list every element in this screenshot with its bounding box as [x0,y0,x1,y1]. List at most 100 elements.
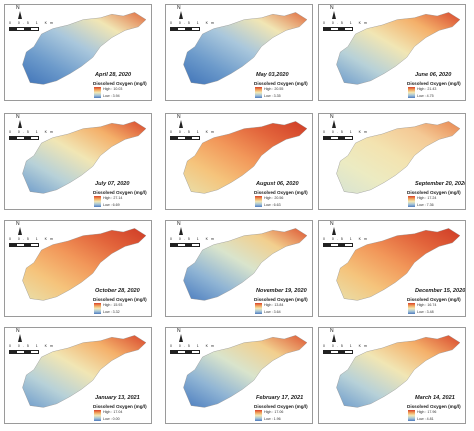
scale-bar-graphic [9,27,39,31]
color-ramp [408,410,415,421]
panel-date: October 28, 2020 [95,288,140,294]
color-ramp [94,196,101,207]
scale-bar: 0 0.5 1 Km [323,130,367,140]
legend-title: Dissolved Oxygen (mg/l) [407,404,461,409]
legend-low: Low : 3.48 [417,310,434,314]
lake-surface [183,335,308,408]
panel-date: November 19, 2020 [256,288,307,294]
color-ramp [94,303,101,314]
scale-ticks: 0 0.5 1 Km [9,130,56,134]
north-label: N [16,114,20,120]
legend-low: Low : 1.96 [264,417,281,421]
lake-surface [22,228,147,301]
legend-title: Dissolved Oxygen (mg/l) [93,81,147,86]
arrow-icon [332,334,336,342]
scale-bar-graphic [170,243,200,247]
legend-low: Low : 3.35 [264,94,281,98]
panel-date: July 07, 2020 [95,181,130,187]
legend: Dissolved Oxygen (mg/l) High : 17.96 Low :… [407,404,463,423]
lake-surface [336,12,461,85]
lake-map [22,335,147,408]
map-panel: N 0 0.5 1 Km September 20, 2020 Dissolved O… [318,113,466,210]
north-arrow-icon: N [9,114,31,134]
lake-map [336,121,461,194]
color-ramp [94,410,101,421]
north-arrow-icon: N [323,328,345,348]
panel-date: May 03,2020 [256,72,289,78]
north-label: N [16,221,20,227]
scale-ticks: 0 0.5 1 Km [170,237,217,241]
legend-high: High : 13.84 [264,303,284,307]
legend-title: Dissolved Oxygen (mg/l) [407,297,461,302]
legend-high: High : 17.96 [417,410,437,414]
legend: Dissolved Oxygen (mg/l) High : 10.03 Low :… [93,81,149,100]
arrow-icon [18,120,22,128]
north-label: N [177,221,181,227]
legend-title: Dissolved Oxygen (mg/l) [254,404,308,409]
color-ramp [255,303,262,314]
legend-high: High : 21.43 [417,87,437,91]
panel-date: January 13, 2021 [95,395,140,401]
arrow-icon [179,227,183,235]
legend-title: Dissolved Oxygen (mg/l) [93,190,147,195]
arrow-icon [18,227,22,235]
scale-bar-graphic [323,350,353,354]
north-arrow-icon: N [9,221,31,241]
legend-low: Low : 4.75 [417,94,434,98]
north-label: N [16,328,20,334]
legend: Dissolved Oxygen (mg/l) High : 20.56 Low :… [254,190,310,209]
scale-bar-graphic [170,27,200,31]
arrow-icon [18,334,22,342]
scale-bar-graphic [323,243,353,247]
lake-map [183,335,308,408]
panel-date: April 28, 2020 [95,72,132,78]
legend-low: Low : 6.63 [264,203,281,207]
color-ramp [408,87,415,98]
map-panel: N 0 0.5 1 Km May 03,2020 Dissolved Oxygen (… [165,4,313,101]
legend-low: Low : 3.64 [264,310,281,314]
scale-bar: 0 0.5 1 Km [323,344,367,354]
legend-title: Dissolved Oxygen (mg/l) [407,190,461,195]
legend: Dissolved Oxygen (mg/l) High : 17.24 Low :… [407,190,463,209]
scale-ticks: 0 0.5 1 Km [323,237,370,241]
lake-map [22,12,147,85]
arrow-icon [18,11,22,19]
color-ramp [255,410,262,421]
legend-title: Dissolved Oxygen (mg/l) [407,81,461,86]
map-panel: N 0 0.5 1 Km August 06, 2020 Dissolved Oxyg… [165,113,313,210]
legend-high: High : 15.93 [103,303,123,307]
lake-surface [183,121,308,194]
scale-ticks: 0 0.5 1 Km [9,237,56,241]
legend-low: Low : 7.36 [417,203,434,207]
north-label: N [177,114,181,120]
lake-map [22,121,147,194]
scale-ticks: 0 0.5 1 Km [323,344,370,348]
legend-high: High : 17.24 [417,196,437,200]
scale-bar: 0 0.5 1 Km [323,21,367,31]
scale-bar-graphic [9,136,39,140]
legend-high: High : 17.06 [264,410,284,414]
north-arrow-icon: N [170,114,192,134]
scale-bar: 0 0.5 1 Km [170,237,214,247]
north-arrow-icon: N [170,5,192,25]
scale-bar-graphic [9,350,39,354]
scale-bar: 0 0.5 1 Km [9,344,53,354]
legend-title: Dissolved Oxygen (mg/l) [93,297,147,302]
legend-low: Low : 6.69 [103,203,120,207]
legend-high: High : 10.03 [103,87,123,91]
arrow-icon [332,227,336,235]
lake-map [22,228,147,301]
north-arrow-icon: N [9,5,31,25]
north-arrow-icon: N [323,114,345,134]
arrow-icon [332,11,336,19]
legend-low: Low : 4.81 [417,417,434,421]
scale-bar-graphic [323,136,353,140]
scale-bar: 0 0.5 1 Km [323,237,367,247]
legend: Dissolved Oxygen (mg/l) High : 13.84 Low :… [254,297,310,316]
arrow-icon [179,120,183,128]
map-panel: N 0 0.5 1 Km January 13, 2021 Dissolved Oxy… [4,327,152,424]
map-panel: N 0 0.5 1 Km November 19, 2020 Dissolved Ox… [165,220,313,317]
arrow-icon [179,334,183,342]
map-panel: N 0 0.5 1 Km March 14, 2021 Dissolved Oxyge… [318,327,466,424]
lake-surface [183,228,308,301]
